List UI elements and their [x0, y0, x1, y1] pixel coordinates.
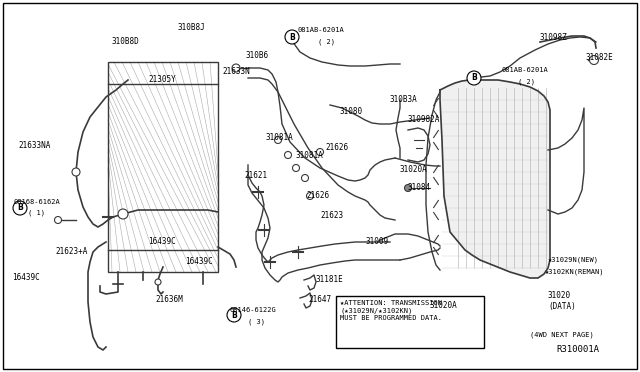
- Text: 16439C: 16439C: [148, 237, 176, 247]
- Text: 081AB-6201A: 081AB-6201A: [502, 67, 548, 73]
- Text: 21636M: 21636M: [155, 295, 183, 305]
- Text: ★31029N(NEW): ★31029N(NEW): [548, 257, 599, 263]
- Text: ( 2): ( 2): [518, 79, 535, 85]
- Text: 310982A: 310982A: [408, 115, 440, 125]
- Text: 310B8J: 310B8J: [178, 23, 205, 32]
- FancyArrowPatch shape: [433, 98, 438, 106]
- FancyArrowPatch shape: [433, 235, 438, 243]
- Text: 08168-6162A: 08168-6162A: [14, 199, 61, 205]
- Text: 31181E: 31181E: [316, 276, 344, 285]
- Circle shape: [307, 192, 314, 199]
- Text: 16439C: 16439C: [12, 273, 40, 282]
- Text: ( 1): ( 1): [28, 210, 45, 216]
- Text: ★3102KN(REMAN): ★3102KN(REMAN): [545, 269, 605, 275]
- Text: 21633NA: 21633NA: [18, 141, 51, 150]
- Circle shape: [54, 217, 61, 224]
- Text: 31098Z: 31098Z: [540, 33, 568, 42]
- Circle shape: [589, 55, 598, 64]
- Text: 31009: 31009: [366, 237, 389, 247]
- Circle shape: [285, 30, 299, 44]
- Text: 21647: 21647: [308, 295, 331, 305]
- Circle shape: [227, 308, 241, 322]
- Bar: [336, 296, 484, 348]
- FancyArrowPatch shape: [433, 200, 438, 208]
- Text: 08146-6122G: 08146-6122G: [230, 307, 276, 313]
- Text: B: B: [231, 311, 237, 320]
- Circle shape: [13, 201, 27, 215]
- Text: 31080: 31080: [340, 108, 363, 116]
- Text: 31084: 31084: [408, 183, 431, 192]
- Text: 16439C: 16439C: [185, 257, 212, 266]
- Text: 310B8D: 310B8D: [112, 38, 140, 46]
- Circle shape: [317, 148, 323, 155]
- Bar: [108, 62, 218, 272]
- Circle shape: [404, 185, 412, 192]
- Circle shape: [292, 164, 300, 171]
- Text: 310B6: 310B6: [246, 51, 269, 60]
- Text: 310B3A: 310B3A: [390, 96, 418, 105]
- FancyArrowPatch shape: [433, 142, 438, 150]
- Text: 21623+A: 21623+A: [55, 247, 88, 257]
- Circle shape: [285, 151, 291, 158]
- Circle shape: [155, 279, 161, 285]
- Text: 31020A: 31020A: [430, 301, 458, 310]
- Circle shape: [468, 74, 477, 83]
- Circle shape: [232, 64, 240, 72]
- Circle shape: [285, 32, 294, 42]
- Text: 21621: 21621: [244, 170, 267, 180]
- Text: (DATA): (DATA): [548, 302, 576, 311]
- FancyArrowPatch shape: [433, 212, 438, 220]
- Text: 21626: 21626: [325, 144, 348, 153]
- Text: 21633N: 21633N: [222, 67, 250, 77]
- FancyArrowPatch shape: [433, 177, 438, 185]
- Text: B: B: [17, 203, 23, 212]
- Text: 31020: 31020: [548, 291, 571, 299]
- Circle shape: [467, 71, 481, 85]
- FancyArrowPatch shape: [433, 165, 438, 173]
- Text: 21623: 21623: [320, 211, 343, 219]
- Text: 31081A: 31081A: [296, 151, 324, 160]
- Text: 31082E: 31082E: [585, 54, 612, 62]
- Text: B: B: [289, 32, 295, 42]
- Text: 21305Y: 21305Y: [148, 76, 176, 84]
- Text: 31081A: 31081A: [266, 134, 294, 142]
- Text: 31020A: 31020A: [400, 166, 428, 174]
- Circle shape: [301, 174, 308, 182]
- FancyArrowPatch shape: [433, 247, 438, 255]
- FancyArrowPatch shape: [433, 130, 438, 138]
- FancyArrowPatch shape: [433, 110, 438, 118]
- Circle shape: [72, 168, 80, 176]
- Text: ( 3): ( 3): [248, 319, 265, 325]
- Text: (4WD NEXT PAGE): (4WD NEXT PAGE): [530, 332, 594, 338]
- Circle shape: [118, 209, 128, 219]
- Text: ★ATTENTION: TRANSMISSION
(★31029N/★3102KN)
MUST BE PROGRAMMED DATA.: ★ATTENTION: TRANSMISSION (★31029N/★3102K…: [340, 300, 442, 321]
- Text: 21626: 21626: [306, 190, 329, 199]
- Text: R310001A: R310001A: [556, 344, 599, 353]
- Text: B: B: [471, 74, 477, 83]
- Circle shape: [275, 137, 282, 144]
- Polygon shape: [440, 80, 550, 278]
- Text: 081AB-6201A: 081AB-6201A: [298, 27, 345, 33]
- Text: ( 2): ( 2): [318, 39, 335, 45]
